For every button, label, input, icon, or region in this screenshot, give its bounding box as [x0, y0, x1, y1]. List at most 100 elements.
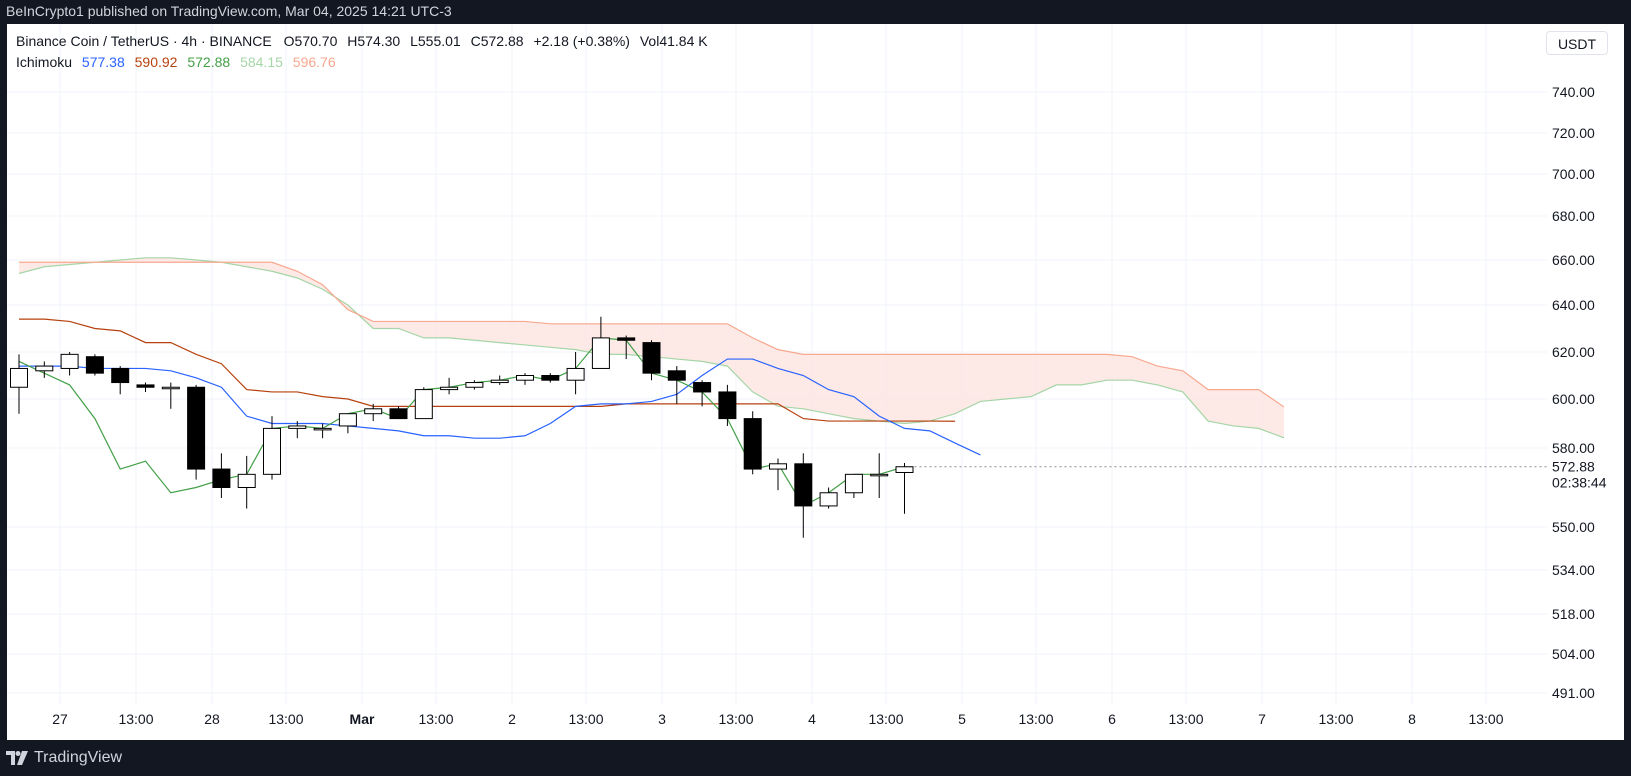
x-tick-label: 13:00 — [1018, 711, 1053, 727]
conversion-line — [19, 358, 981, 456]
lagging-value: 572.88 — [187, 54, 231, 70]
candle-body — [35, 365, 54, 372]
footer-bar: TradingView — [0, 740, 1631, 776]
published-text: BeInCrypto1 published on TradingView.com… — [6, 3, 452, 19]
x-tick-label: 13:00 — [1318, 711, 1353, 727]
chart-frame[interactable]: 27 13:00 28 13:00 Mar 13:00 2 13:00 3 13:00 4 13:00… — [7, 24, 1624, 740]
low-value: 555.01 — [417, 33, 461, 49]
x-tick-label: 13:00 — [268, 711, 303, 727]
tradingview-logo-icon — [6, 751, 28, 765]
volume-value: 41.84 K — [659, 33, 708, 49]
symbol-name: Binance Coin / TetherUS · 4h · BINANCE — [16, 33, 272, 49]
candle-body — [465, 382, 484, 388]
candle-body — [414, 389, 433, 420]
candle-body — [111, 367, 130, 384]
y-tick-label: 640.00 — [1552, 297, 1595, 313]
base-value: 590.92 — [134, 54, 178, 70]
base-line — [19, 318, 956, 422]
y-tick-label: 740.00 — [1552, 84, 1595, 100]
high-label: H — [347, 33, 358, 49]
low-label: L — [410, 33, 418, 49]
indicator-legend: Ichimoku 577.38 590.92 572.88 584.15 596… — [16, 54, 336, 70]
y-tick-label: 580.00 — [1552, 440, 1595, 456]
x-tick-label: 13:00 — [118, 711, 153, 727]
candle-body — [591, 337, 610, 369]
symbol-legend: Binance Coin / TetherUS · 4h · BINANCE O… — [16, 33, 708, 49]
candle-body — [60, 353, 79, 369]
x-tick-label: 28 — [204, 711, 220, 727]
x-tick-label: 7 — [1258, 711, 1266, 727]
candle-body — [541, 375, 560, 381]
span-b-value: 596.76 — [292, 54, 336, 70]
x-tick-label: 27 — [52, 711, 68, 727]
candle-body — [566, 367, 585, 381]
candle-body — [85, 356, 104, 374]
candle-body — [844, 473, 863, 494]
publisher-bar: BeInCrypto1 published on TradingView.com… — [0, 0, 1631, 24]
span-a-value: 584.15 — [240, 54, 283, 70]
candle-body — [516, 375, 534, 381]
candle-body — [895, 466, 914, 473]
x-tick-label: 3 — [658, 711, 666, 727]
candle-body — [263, 427, 281, 475]
high-value: 574.30 — [357, 33, 401, 49]
candle-body — [212, 468, 231, 489]
currency-button[interactable]: USDT — [1546, 31, 1608, 55]
candle-body — [743, 418, 762, 470]
open-label: O — [283, 33, 295, 49]
y-tick-label: 660.00 — [1552, 252, 1595, 268]
y-tick-label: 600.00 — [1552, 391, 1595, 407]
candle-body — [187, 386, 206, 470]
x-tick-label: 6 — [1108, 711, 1116, 727]
x-tick-label: 13:00 — [1168, 711, 1203, 727]
x-tick-label: 8 — [1408, 711, 1416, 727]
tradingview-brand: TradingView — [34, 749, 123, 766]
candle-body — [440, 386, 459, 391]
x-tick-label: Mar — [350, 711, 375, 727]
x-tick-label: 13:00 — [418, 711, 453, 727]
candle-body — [718, 391, 737, 420]
indicator-name: Ichimoku — [16, 54, 73, 70]
price-chart[interactable]: 27 13:00 28 13:00 Mar 13:00 2 13:00 3 13:00 4 13:00… — [7, 24, 1624, 740]
x-tick-label: 13:00 — [718, 711, 753, 727]
y-tick-label: 550.00 — [1552, 519, 1595, 535]
volume-label: Vol — [639, 33, 660, 49]
close-label: C — [470, 33, 481, 49]
x-tick-label: 13:00 — [1468, 711, 1503, 727]
close-value: 572.88 — [480, 33, 524, 49]
candle-body — [819, 492, 838, 507]
countdown-label: 02:38:44 — [1552, 475, 1607, 491]
candle-body — [288, 425, 307, 429]
candle-body — [490, 379, 509, 384]
candle-body — [338, 413, 357, 427]
y-tick-label: 720.00 — [1552, 125, 1595, 141]
y-tick-label: 680.00 — [1552, 208, 1595, 224]
candle-body — [617, 337, 636, 341]
y-tick-label: 491.00 — [1552, 685, 1595, 701]
conversion-value: 577.38 — [81, 54, 125, 70]
open-value: 570.70 — [294, 33, 338, 49]
y-tick-label: 700.00 — [1552, 166, 1595, 182]
y-tick-label: 620.00 — [1552, 344, 1595, 360]
candle-body — [870, 473, 889, 477]
y-tick-label: 518.00 — [1552, 606, 1595, 622]
candle-body — [794, 463, 813, 507]
x-tick-label: 13:00 — [568, 711, 603, 727]
candle-body — [161, 386, 180, 390]
candle-body — [136, 384, 155, 388]
candle-body — [364, 408, 383, 415]
change-value: +2.18 (+0.38%) — [533, 33, 630, 49]
last-price-label: 572.88 — [1552, 459, 1595, 475]
candle-body — [693, 382, 712, 393]
candle-body — [237, 473, 256, 489]
candle-body — [667, 370, 686, 381]
x-tick-label: 13:00 — [868, 711, 903, 727]
candle-body — [313, 427, 332, 431]
candle-body — [769, 463, 787, 470]
leading-span-b — [19, 261, 1285, 408]
candle-body — [389, 408, 408, 420]
y-tick-label: 534.00 — [1552, 562, 1595, 578]
x-tick-label: 4 — [808, 711, 816, 727]
tradingview-logo[interactable]: TradingView — [6, 749, 122, 767]
x-tick-label: 5 — [958, 711, 966, 727]
